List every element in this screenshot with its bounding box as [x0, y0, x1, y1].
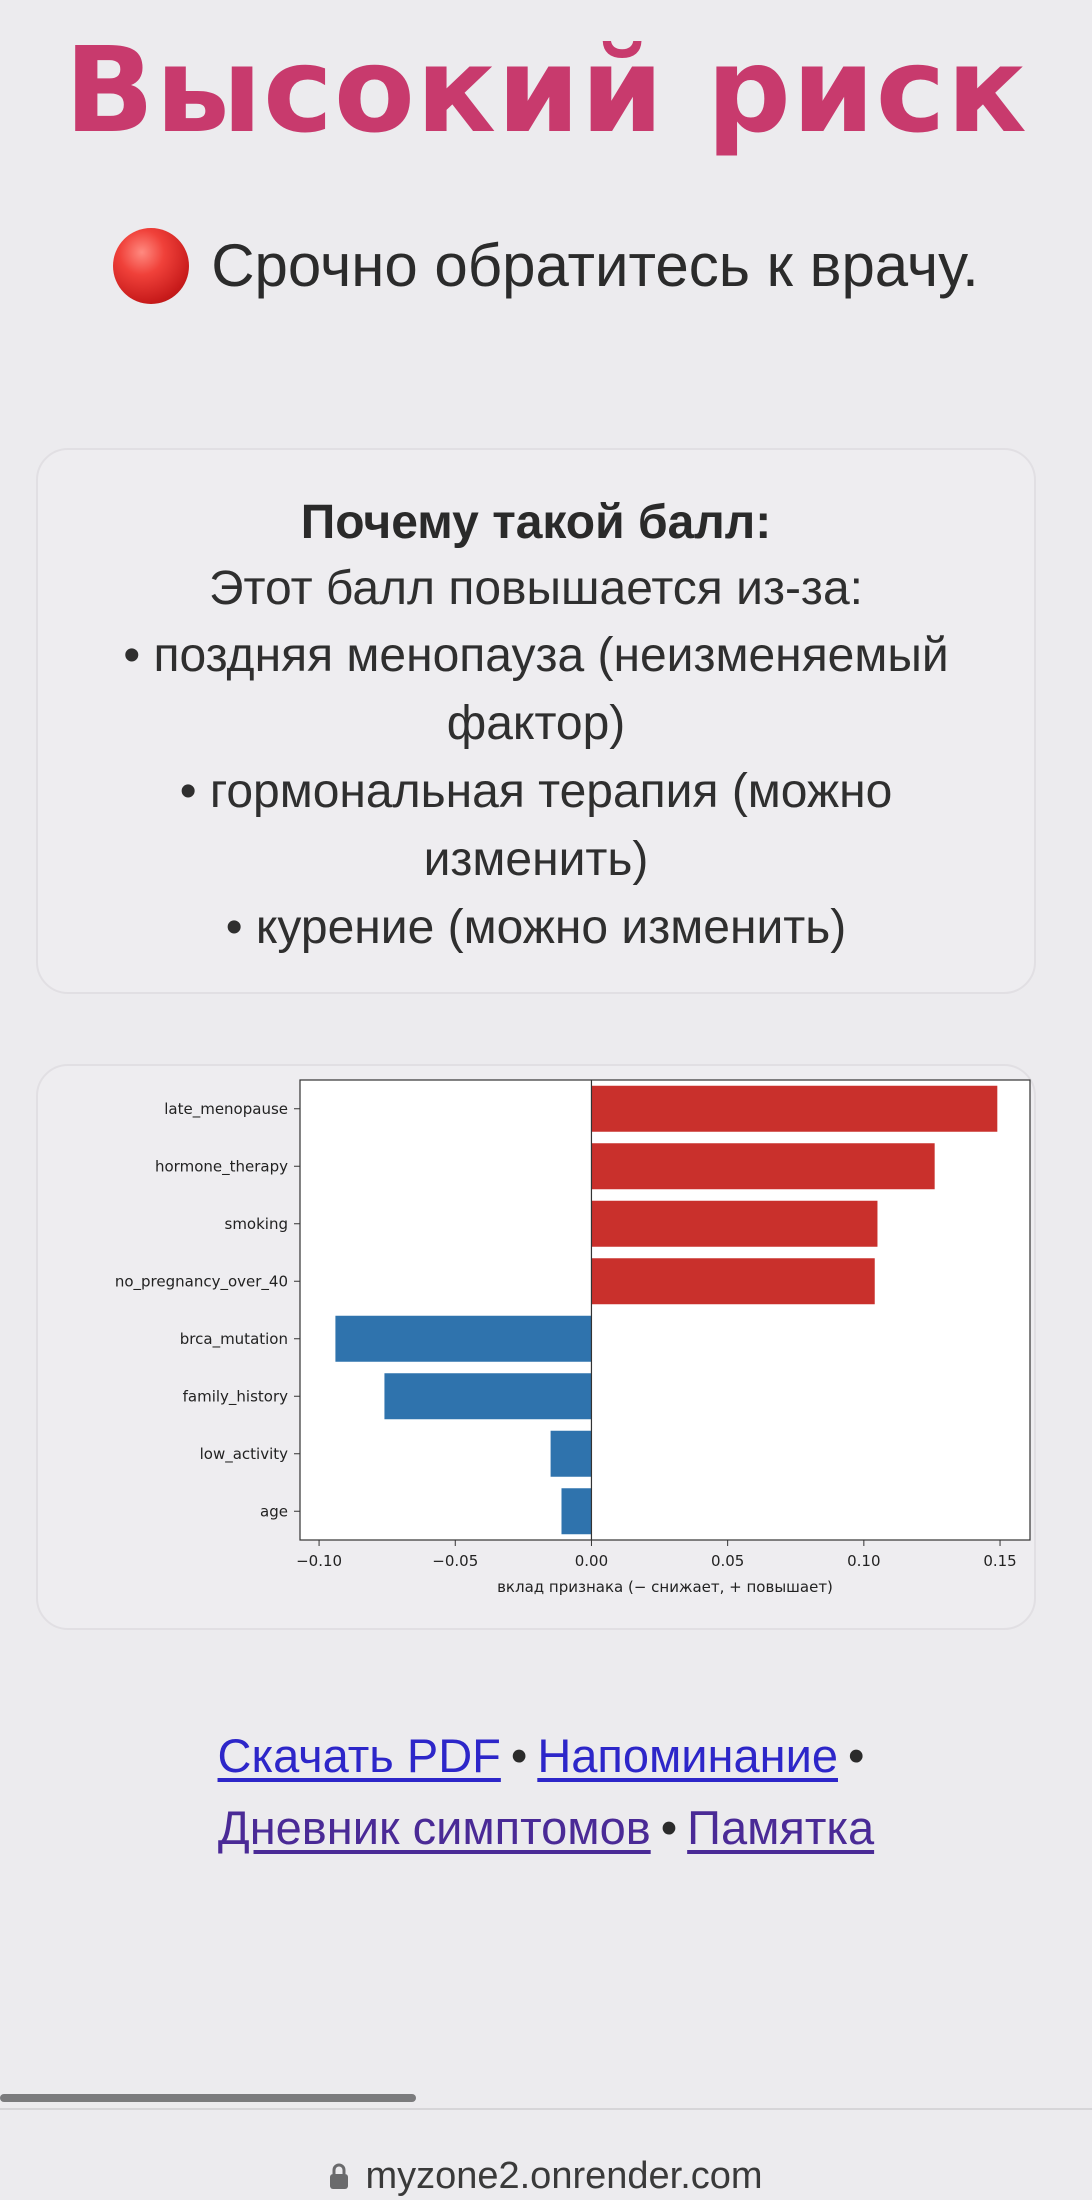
x-tick-label: 0.10 [847, 1552, 880, 1570]
reminder-link[interactable]: Напоминание [537, 1729, 838, 1782]
bar [550, 1430, 592, 1477]
x-tick-label: 0.05 [711, 1552, 744, 1570]
alert-message: Срочно обратитесь к врачу. [211, 232, 979, 299]
link-separator: • [660, 1801, 678, 1854]
reason-item: • курение (можно изменить) [225, 901, 847, 954]
y-tick-label: low_activity [200, 1445, 289, 1464]
bar [561, 1488, 592, 1535]
reason-list: • поздняя менопауза (неизменяемый фактор… [38, 622, 1034, 962]
y-tick-label: hormone_therapy [155, 1157, 288, 1176]
red-circle-icon [113, 228, 190, 304]
bar [591, 1200, 878, 1247]
explanation-card: Почему такой балл: Этот балл повышается … [36, 448, 1036, 994]
x-tick-label: −0.05 [432, 1552, 478, 1570]
url-text: myzone2.onrender.com [365, 2155, 763, 2197]
link-separator: • [848, 1729, 865, 1782]
x-tick-label: 0.00 [575, 1552, 608, 1570]
action-links: Скачать PDF • Напоминание • Дневник симптом… [0, 1720, 1092, 1864]
reason-item: • поздняя менопауза (неизменяемый фактор… [123, 629, 949, 750]
url-display[interactable]: myzone2.onrender.com [0, 2152, 1092, 2200]
risk-title: Высокий риск [64, 21, 1028, 159]
y-tick-label: late_menopause [164, 1100, 288, 1119]
browser-address-bar[interactable] [0, 2108, 1092, 2200]
bar [591, 1143, 935, 1190]
y-tick-label: age [260, 1502, 288, 1520]
links-row-1: Скачать PDF • Напоминание • [0, 1720, 1092, 1792]
explanation-intro: Этот балл повышается из-за: [209, 562, 863, 615]
bar [591, 1258, 875, 1305]
horizontal-scrollbar[interactable] [0, 2094, 416, 2102]
download-pdf-link[interactable]: Скачать PDF [217, 1729, 501, 1782]
bar [384, 1373, 592, 1420]
y-tick-label: family_history [183, 1387, 289, 1406]
symptom-diary-link[interactable]: Дневник симптомов [217, 1801, 651, 1854]
bar [335, 1315, 592, 1362]
y-tick-label: no_pregnancy_over_40 [115, 1272, 288, 1291]
links-row-2: Дневник симптомов • Памятка [0, 1792, 1092, 1864]
x-axis-label: вклад признака (− снижает, + повышает) [497, 1578, 833, 1596]
explanation-heading: Почему такой балл: [300, 496, 772, 549]
reason-item: • гормональная терапия (можно изменить) [179, 765, 893, 886]
x-tick-label: −0.10 [296, 1552, 342, 1570]
y-tick-label: smoking [225, 1215, 289, 1233]
lock-icon [330, 2163, 349, 2189]
y-tick-label: brca_mutation [180, 1330, 288, 1349]
bar [591, 1085, 998, 1132]
link-separator: • [510, 1729, 528, 1782]
alert-row: Срочно обратитесь к врачу. [0, 226, 1092, 306]
x-tick-label: 0.15 [983, 1552, 1016, 1570]
memo-link[interactable]: Памятка [687, 1801, 875, 1854]
